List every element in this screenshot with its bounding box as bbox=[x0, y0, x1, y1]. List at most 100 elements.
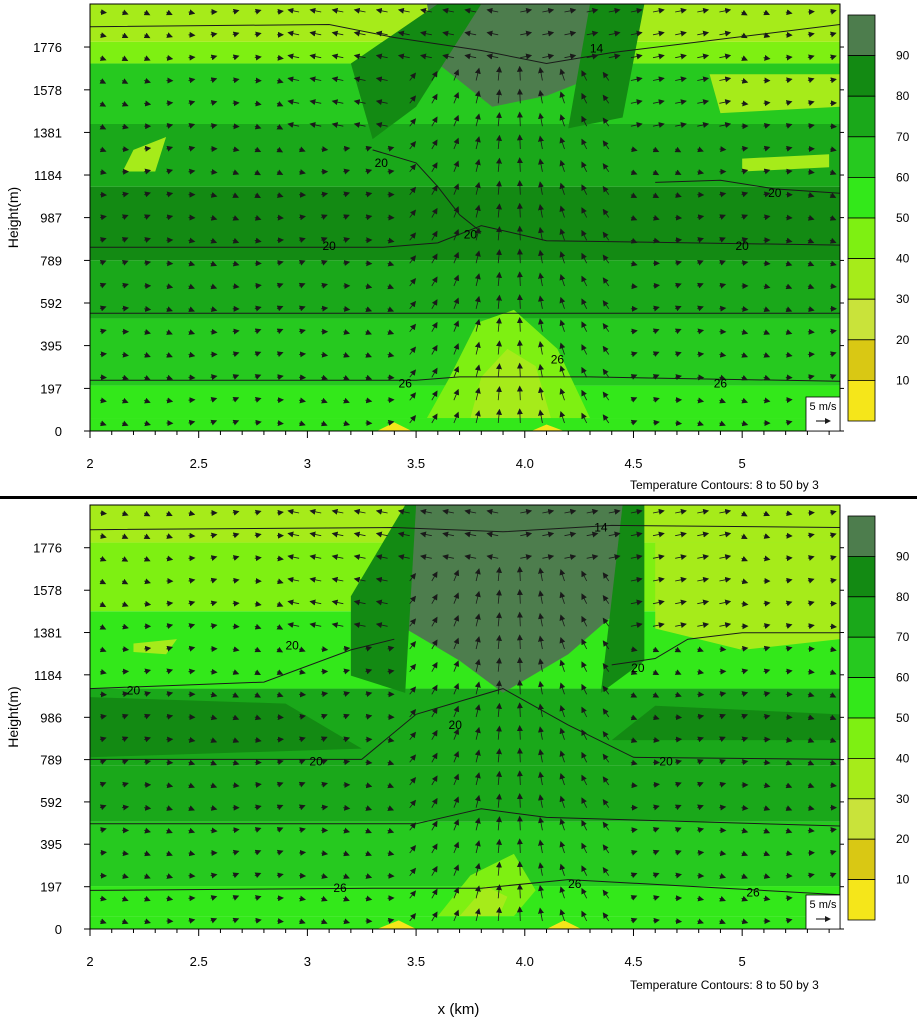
wind-vector bbox=[298, 804, 306, 811]
wind-vector bbox=[166, 600, 174, 607]
wind-vector bbox=[365, 260, 373, 267]
wind-vector bbox=[320, 736, 328, 743]
wind-vector bbox=[559, 591, 566, 604]
wind-vector bbox=[99, 351, 107, 358]
wind-vector bbox=[121, 100, 129, 107]
y-tick-label: 0 bbox=[55, 424, 62, 439]
wind-vector bbox=[144, 645, 152, 652]
wind-vector bbox=[387, 872, 395, 879]
wind-vector bbox=[397, 554, 410, 561]
wind-vector bbox=[210, 668, 218, 675]
wind-vector bbox=[144, 918, 151, 925]
wind-vector bbox=[166, 329, 173, 335]
wind-vector bbox=[188, 577, 196, 584]
wind-vector bbox=[254, 714, 262, 721]
wind-vector bbox=[321, 146, 329, 153]
wind-vector bbox=[276, 374, 284, 381]
colorbar-label: 20 bbox=[896, 832, 910, 846]
wind-vector bbox=[276, 578, 284, 585]
wind-vector bbox=[807, 260, 815, 267]
wind-vector bbox=[697, 328, 705, 335]
wind-vector bbox=[829, 283, 837, 290]
wind-vector bbox=[496, 589, 502, 604]
wind-vector bbox=[232, 31, 240, 38]
wind-vector bbox=[144, 100, 152, 107]
wind-vector bbox=[581, 161, 588, 172]
wind-vector bbox=[232, 917, 240, 924]
wind-vector bbox=[409, 913, 417, 922]
wind-vector bbox=[741, 260, 749, 266]
wind-vector bbox=[299, 691, 307, 698]
wind-vector bbox=[474, 136, 481, 150]
wind-vector bbox=[375, 53, 388, 60]
wind-vector bbox=[254, 827, 262, 833]
wind-vector bbox=[559, 114, 566, 127]
wind-vector bbox=[763, 123, 771, 129]
wind-vector bbox=[431, 162, 438, 173]
wind-vector bbox=[254, 169, 261, 176]
wind-vector bbox=[785, 9, 793, 16]
wind-vector bbox=[353, 622, 366, 629]
temperature-contour bbox=[90, 688, 840, 760]
wind-vector bbox=[387, 850, 395, 857]
wind-vector bbox=[331, 576, 344, 583]
contour-label: 20 bbox=[322, 239, 336, 253]
wind-vector bbox=[99, 420, 107, 427]
wind-vector bbox=[166, 668, 174, 675]
wind-vector bbox=[763, 54, 771, 61]
wind-vector bbox=[675, 282, 682, 289]
wind-vector bbox=[375, 30, 388, 37]
wind-vector bbox=[442, 508, 454, 515]
wind-vector bbox=[387, 397, 395, 404]
wind-vector bbox=[719, 191, 727, 198]
wind-vector bbox=[496, 271, 502, 287]
contour-label: 14 bbox=[590, 41, 604, 55]
wind-vector bbox=[276, 192, 284, 198]
wind-vector bbox=[829, 77, 837, 84]
wind-vector bbox=[409, 777, 417, 786]
wind-vector bbox=[785, 100, 793, 106]
wind-vector bbox=[453, 388, 460, 401]
wind-vector bbox=[232, 646, 240, 653]
wind-vector bbox=[464, 7, 477, 14]
plume-region bbox=[470, 348, 551, 419]
wind-vector bbox=[144, 668, 152, 675]
wind-vector bbox=[144, 77, 151, 84]
wind-vector bbox=[807, 168, 815, 175]
wind-vector bbox=[559, 772, 566, 786]
wind-vector bbox=[538, 862, 544, 876]
wind-vector bbox=[630, 351, 638, 358]
wind-vector bbox=[474, 295, 481, 309]
wind-vector bbox=[719, 122, 732, 128]
wind-vector bbox=[453, 592, 460, 604]
wind-vector bbox=[602, 231, 610, 241]
wind-vector bbox=[166, 782, 174, 789]
wind-vector bbox=[652, 53, 665, 60]
wind-vector bbox=[387, 827, 395, 834]
wind-vector bbox=[409, 867, 417, 876]
wind-vector bbox=[276, 872, 284, 879]
wind-vector bbox=[542, 531, 555, 538]
wind-vector bbox=[387, 306, 395, 312]
wind-vector bbox=[287, 508, 300, 515]
wind-vector bbox=[397, 508, 410, 515]
wind-vector bbox=[409, 118, 417, 127]
wind-vector bbox=[343, 691, 351, 697]
wind-vector bbox=[520, 554, 533, 561]
wind-vector bbox=[287, 599, 300, 606]
wind-vector bbox=[516, 65, 523, 81]
wind-vector bbox=[741, 168, 749, 175]
contour-label: 20 bbox=[659, 755, 673, 769]
wind-vector bbox=[785, 237, 793, 244]
wind-vector bbox=[166, 759, 174, 766]
plume-region bbox=[350, 4, 482, 140]
wind-vector bbox=[99, 669, 107, 675]
wind-vector bbox=[538, 816, 544, 831]
wind-vector bbox=[453, 637, 460, 650]
wind-vector bbox=[121, 9, 129, 16]
wind-vector bbox=[144, 691, 151, 697]
wind-vector bbox=[232, 8, 240, 15]
wind-vector bbox=[122, 646, 130, 653]
wind-vector bbox=[99, 827, 107, 833]
wind-vector bbox=[807, 237, 815, 244]
